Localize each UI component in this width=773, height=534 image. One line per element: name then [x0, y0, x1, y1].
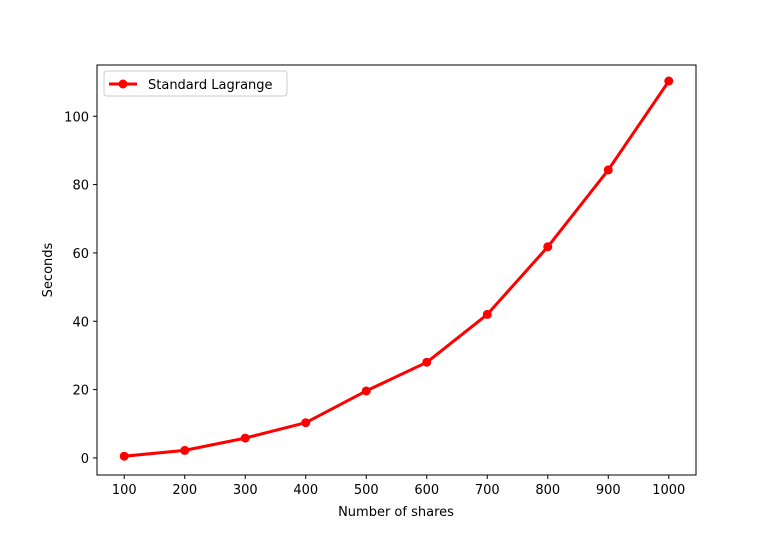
x-tick-label: 400 [293, 483, 318, 498]
x-tick-label: 200 [172, 483, 197, 498]
legend-box [103, 70, 288, 97]
x-tick-label: 100 [112, 483, 137, 498]
legend-label: Standard Lagrange [148, 78, 273, 93]
y-tick-label: 100 [64, 110, 89, 125]
y-tick-label: 60 [72, 247, 89, 262]
y-tick-label: 80 [72, 179, 89, 194]
y-tick-label: 20 [72, 384, 89, 399]
data-point [664, 76, 674, 86]
y-tick-label: 0 [81, 452, 89, 467]
y-axis-ticks: 0 20 40 60 80 100 [64, 110, 97, 467]
x-tick-label: 1000 [652, 483, 685, 498]
data-point [422, 357, 432, 367]
legend-marker-swatch [118, 79, 128, 89]
x-axis-label: Number of shares [338, 505, 454, 520]
data-point [361, 386, 371, 396]
series-markers [119, 76, 674, 461]
plot-area [97, 65, 696, 475]
data-point [543, 242, 553, 252]
data-point [603, 165, 613, 175]
data-point [240, 433, 250, 443]
data-point [301, 418, 311, 428]
plot-frame [96, 64, 697, 476]
x-tick-label: 600 [414, 483, 439, 498]
data-point [482, 309, 492, 319]
x-axis-ticks: 100 200 300 400 500 600 700 800 900 1000 [112, 475, 685, 498]
y-tick-label: 40 [72, 315, 89, 330]
data-point [180, 445, 190, 455]
x-tick-label: 700 [475, 483, 500, 498]
x-tick-label: 300 [233, 483, 258, 498]
x-tick-label: 800 [535, 483, 560, 498]
series-line-standard-lagrange [124, 80, 671, 458]
y-axis-label: Seconds [41, 242, 56, 297]
x-tick-label: 500 [354, 483, 379, 498]
x-tick-label: 900 [596, 483, 621, 498]
data-point [119, 451, 129, 461]
legend: Standard Lagrange [103, 70, 288, 97]
